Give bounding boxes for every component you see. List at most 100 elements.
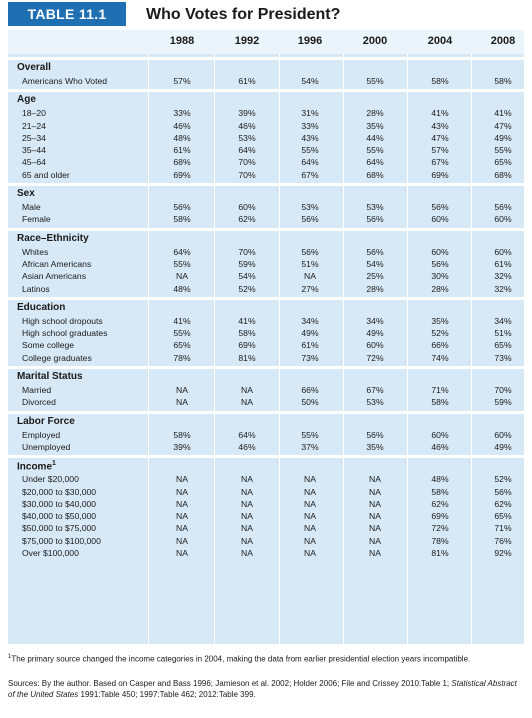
- table-cell: 34%: [366, 315, 384, 326]
- section-overall: Overall Americans Who Voted 57% 61% 54% 55% 58…: [8, 57, 524, 89]
- table-cell: 58%: [238, 328, 256, 339]
- row-label: $40,000 to $50,000: [22, 511, 97, 522]
- table-cell: 68%: [173, 157, 191, 168]
- section-race-ethnicity: Race–Ethnicity Whites 64% 70% 56% 56% 60% 60% Af…: [8, 227, 524, 297]
- table-cell: 64%: [173, 246, 191, 257]
- row-label: $30,000 to $40,000: [22, 498, 97, 509]
- table-cell: 49%: [494, 441, 512, 452]
- table-cell: 68%: [366, 169, 384, 180]
- row-label: Divorced: [22, 397, 56, 408]
- table-cell: NA: [241, 535, 253, 546]
- row-label: 45–64: [22, 157, 46, 168]
- table-cell: 53%: [238, 132, 256, 143]
- table-cell: 81%: [431, 548, 449, 559]
- section-title: Marital Status: [17, 371, 83, 382]
- section-age: Age 18–20 33% 39% 31% 28% 41% 41% 21–24 46% 46% 33%…: [8, 89, 524, 183]
- row-label: African Americans: [22, 258, 92, 269]
- table-cell: NA: [176, 498, 188, 509]
- section-title: Sex: [17, 188, 35, 199]
- table-cell: 64%: [366, 157, 384, 168]
- row-label: Male: [22, 202, 41, 213]
- table-cell: 61%: [173, 145, 191, 156]
- table-cell: 65%: [173, 340, 191, 351]
- table-cell: 81%: [238, 352, 256, 363]
- table-row: Americans Who Voted 57% 61% 54% 55% 58% 58%: [8, 76, 524, 88]
- table-cell: 39%: [173, 441, 191, 452]
- table-cell: 35%: [366, 120, 384, 131]
- table-cell: 72%: [431, 523, 449, 534]
- table-cell: 41%: [494, 108, 512, 119]
- table-row: Under $20,000 NA NA NA NA 48% 52%: [8, 474, 524, 486]
- section-title-text: Labor Force: [17, 415, 75, 427]
- footnote-marker: 1: [8, 654, 12, 660]
- data-table: 1988 1992 1996 2000 2004 2008 Overall American…: [8, 30, 524, 644]
- table-cell: 55%: [301, 429, 319, 440]
- table-cell: 62%: [494, 498, 512, 509]
- table-cell: 55%: [366, 76, 384, 86]
- table-cell: 35%: [366, 441, 384, 452]
- table-row: High school graduates 55% 58% 49% 49% 52% 51%: [8, 328, 524, 340]
- table-cell: 72%: [366, 352, 384, 363]
- table-cell: 35%: [431, 315, 449, 326]
- table-cell: 33%: [301, 120, 319, 131]
- row-label: Unemployed: [22, 441, 71, 452]
- table-cell: 25%: [366, 271, 384, 282]
- table-cell: 64%: [238, 145, 256, 156]
- row-label: Some college: [22, 340, 75, 351]
- table-row: Male 56% 60% 53% 53% 56% 56%: [8, 202, 524, 214]
- table-cell: 43%: [431, 120, 449, 131]
- title-bar: TABLE 11.1 Who Votes for President?: [0, 0, 532, 30]
- section-title: Education: [17, 302, 65, 313]
- table-cell: 27%: [301, 283, 319, 294]
- table-cell: 41%: [238, 315, 256, 326]
- table-cell: 55%: [173, 328, 191, 339]
- table-cell: 56%: [173, 202, 191, 213]
- table-cell: 28%: [366, 283, 384, 294]
- table-cell: 60%: [238, 202, 256, 213]
- table-cell: 53%: [366, 397, 384, 408]
- sources-suffix: 1991:Table 450; 1997:Table 462; 2012:Tab…: [78, 690, 256, 699]
- table-cell: NA: [304, 535, 316, 546]
- table-cell: NA: [369, 548, 381, 559]
- column-divider: [214, 54, 215, 644]
- table-row: $50,000 to $75,000 NA NA NA NA 72% 71%: [8, 523, 524, 535]
- table-cell: 34%: [301, 315, 319, 326]
- column-divider: [471, 54, 472, 644]
- section-title: Age: [17, 94, 36, 105]
- table-cell: NA: [304, 548, 316, 559]
- row-label: Female: [22, 214, 51, 225]
- table-cell: NA: [241, 385, 253, 396]
- table-cell: 69%: [431, 511, 449, 522]
- table-cell: 46%: [238, 120, 256, 131]
- table-cell: NA: [176, 535, 188, 546]
- table-cell: 49%: [366, 328, 384, 339]
- table-cell: NA: [369, 523, 381, 534]
- table-cell: 58%: [431, 76, 449, 86]
- table-row: Latinos 48% 52% 27% 28% 28% 32%: [8, 284, 524, 296]
- table-cell: 48%: [173, 132, 191, 143]
- table-cell: 71%: [431, 385, 449, 396]
- table-cell: NA: [176, 548, 188, 559]
- table-cell: 32%: [494, 283, 512, 294]
- table-row: 21–24 46% 46% 33% 35% 43% 47%: [8, 121, 524, 133]
- table-cell: 41%: [431, 108, 449, 119]
- table-cell: NA: [369, 486, 381, 497]
- table-cell: 58%: [431, 486, 449, 497]
- section-income: Income1 Under $20,000 NA NA NA NA 48% 52% $20,00…: [8, 455, 524, 561]
- table-cell: 67%: [431, 157, 449, 168]
- table-cell: 65%: [494, 157, 512, 168]
- section-title-text: Overall: [17, 62, 51, 73]
- table-cell: 59%: [494, 397, 512, 408]
- table-cell: 62%: [238, 214, 256, 225]
- section-sex: Sex Male 56% 60% 53% 53% 56% 56% Female 58% 62% 56%…: [8, 183, 524, 228]
- table-cell: 48%: [431, 474, 449, 485]
- table-row: Whites 64% 70% 56% 56% 60% 60%: [8, 247, 524, 259]
- table-cell: NA: [304, 511, 316, 522]
- table-cell: NA: [176, 523, 188, 534]
- table-cell: 56%: [431, 258, 449, 269]
- table-cell: 56%: [366, 429, 384, 440]
- table-cell: NA: [304, 498, 316, 509]
- table-cell: 54%: [301, 76, 319, 86]
- table-cell: 49%: [301, 328, 319, 339]
- table-cell: 60%: [494, 246, 512, 257]
